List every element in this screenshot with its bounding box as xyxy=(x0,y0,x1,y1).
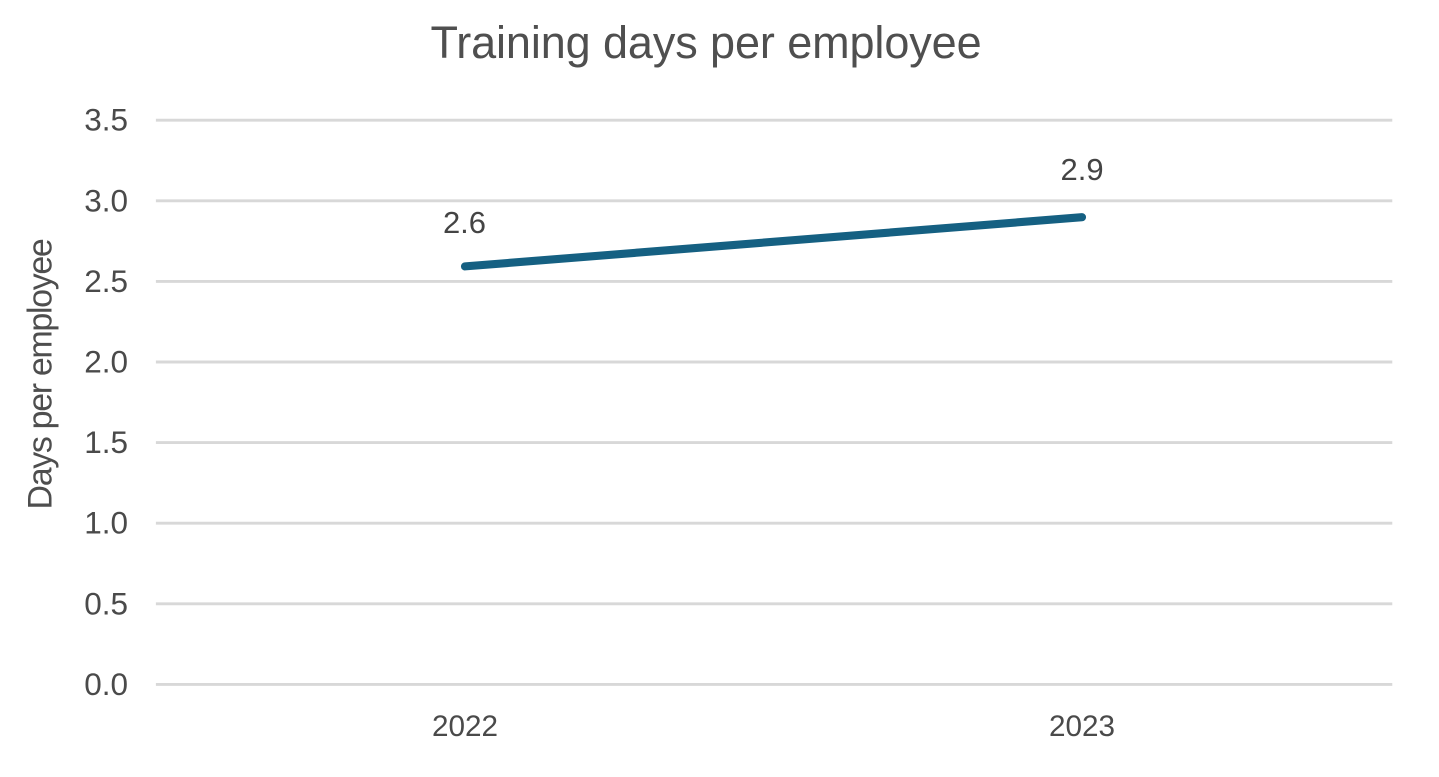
svg-text:2022: 2022 xyxy=(432,710,498,743)
svg-text:Training days per employee: Training days per employee xyxy=(430,17,981,68)
svg-text:3.5: 3.5 xyxy=(84,102,128,138)
svg-text:1.0: 1.0 xyxy=(84,505,128,541)
svg-text:0.5: 0.5 xyxy=(84,585,128,621)
svg-text:1.5: 1.5 xyxy=(84,424,128,460)
svg-text:2.6: 2.6 xyxy=(443,205,486,240)
svg-text:2.0: 2.0 xyxy=(84,344,128,380)
svg-text:Days per employee: Days per employee xyxy=(22,239,60,509)
svg-text:2.9: 2.9 xyxy=(1061,152,1104,187)
svg-text:3.0: 3.0 xyxy=(84,182,128,218)
svg-text:0.0: 0.0 xyxy=(84,666,128,702)
svg-text:2023: 2023 xyxy=(1049,710,1115,743)
svg-text:2.5: 2.5 xyxy=(84,263,128,299)
